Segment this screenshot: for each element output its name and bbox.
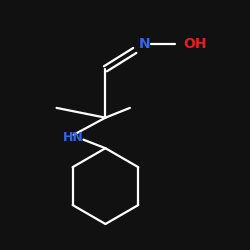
Text: OH: OH bbox=[184, 37, 207, 51]
Text: N: N bbox=[139, 37, 150, 51]
Text: HN: HN bbox=[63, 131, 84, 144]
